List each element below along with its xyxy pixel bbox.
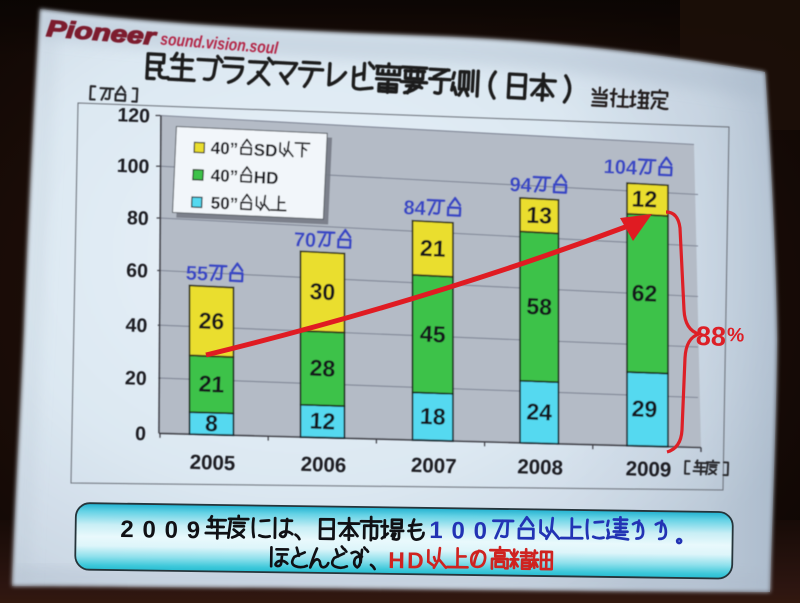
svg-text:2009: 2009 [625, 457, 671, 482]
svg-text:H: H [388, 547, 405, 573]
svg-text:0: 0 [135, 423, 147, 445]
svg-text:55: 55 [185, 263, 208, 286]
svg-text:40”: 40” [210, 139, 238, 159]
svg-text:2007: 2007 [411, 454, 457, 479]
svg-text:0: 0 [142, 516, 156, 543]
svg-text:SD: SD [253, 140, 277, 160]
svg-text:2008: 2008 [517, 455, 563, 480]
svg-text:12: 12 [631, 185, 658, 212]
svg-text:24: 24 [526, 398, 553, 425]
svg-text:21: 21 [198, 370, 225, 397]
svg-text:13: 13 [526, 202, 553, 229]
svg-text:0: 0 [451, 517, 465, 544]
svg-text:20: 20 [125, 367, 148, 390]
svg-text:8: 8 [205, 410, 219, 437]
svg-text:12: 12 [309, 407, 336, 434]
svg-text:40: 40 [125, 314, 148, 337]
svg-text:1: 1 [429, 517, 443, 544]
svg-text:88: 88 [695, 321, 726, 352]
svg-text:2006: 2006 [300, 453, 346, 478]
svg-text:62: 62 [631, 280, 658, 307]
svg-text:18: 18 [419, 403, 446, 430]
svg-text:70: 70 [293, 229, 316, 252]
svg-text:D: D [407, 547, 424, 573]
svg-text:45: 45 [419, 320, 446, 347]
svg-text:2005: 2005 [189, 451, 235, 476]
svg-text:2: 2 [120, 516, 134, 543]
svg-text:9: 9 [187, 517, 201, 544]
svg-text:58: 58 [526, 293, 553, 320]
svg-text:84: 84 [403, 197, 427, 220]
svg-text:50”: 50” [210, 194, 238, 214]
svg-text:28: 28 [309, 355, 336, 382]
svg-text:60: 60 [126, 260, 149, 283]
svg-text:120: 120 [117, 104, 151, 127]
svg-text:%: % [727, 324, 745, 347]
svg-text:30: 30 [309, 278, 336, 305]
svg-text:100: 100 [116, 155, 150, 178]
svg-text:0: 0 [164, 517, 178, 544]
svg-text:29: 29 [631, 395, 658, 422]
svg-text:104: 104 [603, 156, 638, 180]
svg-text:80: 80 [127, 207, 150, 230]
svg-text:HD: HD [253, 168, 278, 188]
svg-text:94: 94 [509, 174, 533, 197]
svg-text:40”: 40” [210, 166, 238, 186]
svg-text:0: 0 [473, 518, 487, 545]
svg-text:26: 26 [198, 307, 225, 334]
svg-text:21: 21 [419, 235, 446, 262]
